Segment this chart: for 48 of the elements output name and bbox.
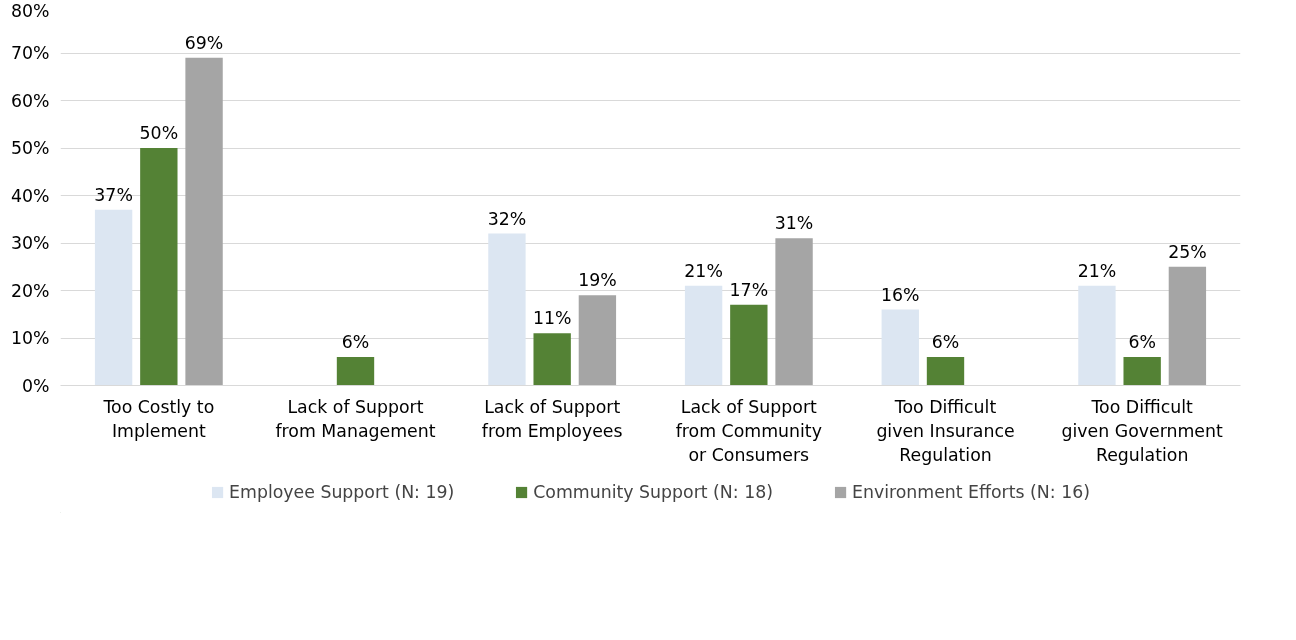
- y-tick-label: 40%: [10, 185, 50, 206]
- bar: [185, 57, 223, 386]
- y-tick-label: 20%: [10, 280, 50, 301]
- data-label: 37%: [94, 184, 133, 205]
- y-tick-label: 60%: [10, 90, 50, 111]
- bar: [775, 238, 813, 386]
- bar: [336, 357, 375, 386]
- data-label: 19%: [578, 270, 617, 291]
- legend-label: Environment Efforts (N: 16): [851, 482, 1090, 502]
- data-label: 25%: [1168, 241, 1207, 262]
- bar: [1123, 357, 1161, 386]
- legend-label: Employee Support (N: 19): [229, 482, 455, 502]
- data-label: 17%: [729, 279, 769, 300]
- legend-label: Community Support (N: 18): [533, 482, 773, 502]
- x-tick-label: Too Difficult given Insurance Regulation: [876, 396, 1015, 465]
- y-tick-label: 70%: [10, 43, 50, 63]
- x-tick-label: Lack of Support from Employees: [481, 396, 623, 441]
- bar: [1078, 285, 1116, 386]
- data-label: 21%: [684, 260, 723, 281]
- bar: [881, 309, 919, 386]
- x-tick-label: Lack of Support from Management: [275, 396, 436, 441]
- x-tick-label: Lack of Support from Community or Consumers: [675, 396, 822, 465]
- data-label: 6%: [1128, 332, 1156, 352]
- bar: [94, 209, 133, 386]
- y-tick-label: 30%: [10, 233, 50, 253]
- data-label: 11%: [532, 308, 572, 329]
- x-tick-label: Too Costly to Implement: [102, 396, 215, 441]
- y-tick-label: 80%: [10, 0, 50, 21]
- bar: [578, 295, 617, 386]
- y-tick-label: 10%: [10, 328, 50, 348]
- data-label: 69%: [184, 32, 224, 53]
- data-label: 6%: [341, 332, 370, 352]
- bar: [926, 357, 965, 386]
- data-label: 31%: [774, 213, 814, 234]
- bar: [533, 333, 571, 386]
- data-label: 32%: [487, 208, 527, 229]
- bar: [684, 285, 723, 386]
- bar: [140, 148, 178, 386]
- data-label: 6%: [931, 332, 960, 352]
- data-label: 21%: [1077, 260, 1117, 281]
- bar: [1168, 266, 1207, 386]
- x-tick-label: Too Difficult given Government Regulation: [1061, 396, 1224, 465]
- data-label: 16%: [881, 284, 920, 305]
- y-tick-label: 0%: [22, 375, 50, 396]
- bar: [488, 233, 526, 386]
- y-tick-label: 50%: [10, 138, 50, 158]
- bar: [730, 304, 768, 386]
- data-label: 50%: [139, 123, 179, 143]
